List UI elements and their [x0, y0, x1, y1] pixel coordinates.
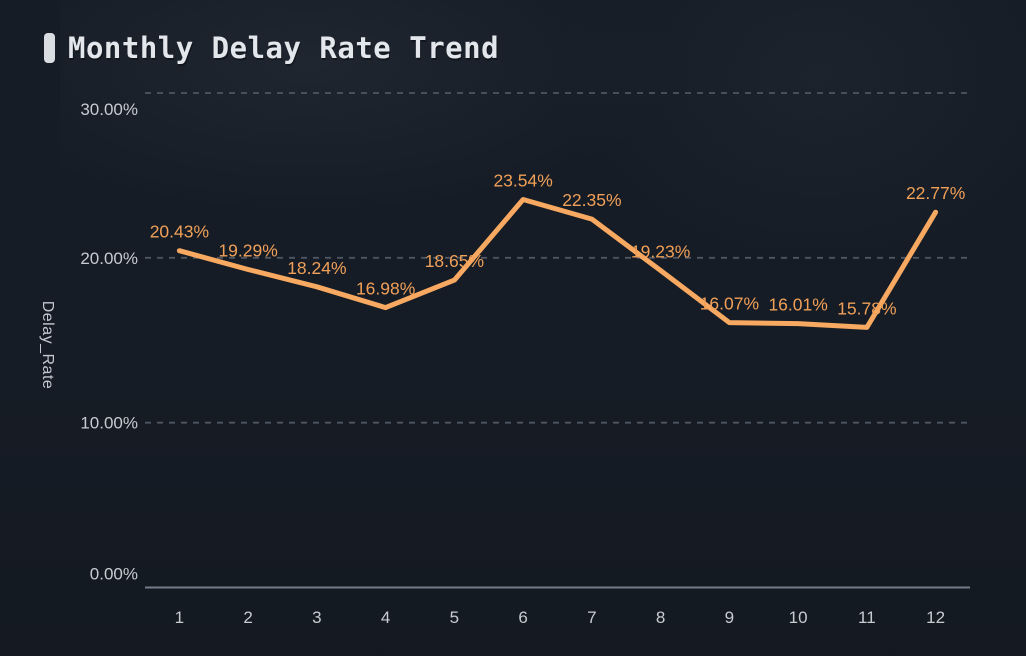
chart-header: Monthly Delay Rate Trend	[44, 31, 499, 65]
x-tick-label: 3	[312, 608, 321, 627]
data-label: 22.35%	[562, 190, 621, 210]
data-label: 16.07%	[700, 294, 759, 314]
data-label: 18.65%	[425, 251, 484, 271]
y-tick-label: 20.00%	[80, 249, 138, 268]
data-label: 16.01%	[768, 295, 827, 315]
data-label: 19.29%	[218, 241, 277, 261]
data-label: 23.54%	[493, 170, 552, 190]
data-label: 18.24%	[287, 258, 346, 278]
x-tick-label: 12	[926, 608, 945, 627]
data-label: 19.23%	[631, 242, 690, 262]
y-tick-label: 30.00%	[80, 100, 138, 119]
chart-title: Monthly Delay Rate Trend	[68, 31, 500, 65]
x-tick-label: 8	[656, 608, 665, 627]
x-tick-label: 7	[587, 608, 596, 627]
series-line[interactable]	[176, 197, 939, 330]
x-tick-label: 4	[381, 608, 390, 627]
x-tick-label: 2	[243, 608, 252, 627]
data-label: 16.98%	[356, 279, 415, 299]
x-tick-label: 5	[450, 608, 459, 627]
data-label: 22.77%	[906, 183, 965, 203]
x-tick-label: 9	[725, 608, 734, 627]
x-tick-label: 11	[858, 608, 876, 627]
y-tick-label: 0.00%	[90, 565, 138, 584]
y-axis-title: Delay_Rate	[39, 300, 56, 390]
data-label: 15.78%	[837, 298, 896, 318]
x-tick-label: 10	[789, 608, 808, 627]
y-tick-label: 10.00%	[80, 414, 138, 433]
x-tick-label: 1	[175, 608, 184, 627]
title-accent-bar-icon	[44, 33, 55, 63]
x-tick-label: 6	[518, 608, 527, 627]
data-label: 20.43%	[150, 222, 209, 242]
